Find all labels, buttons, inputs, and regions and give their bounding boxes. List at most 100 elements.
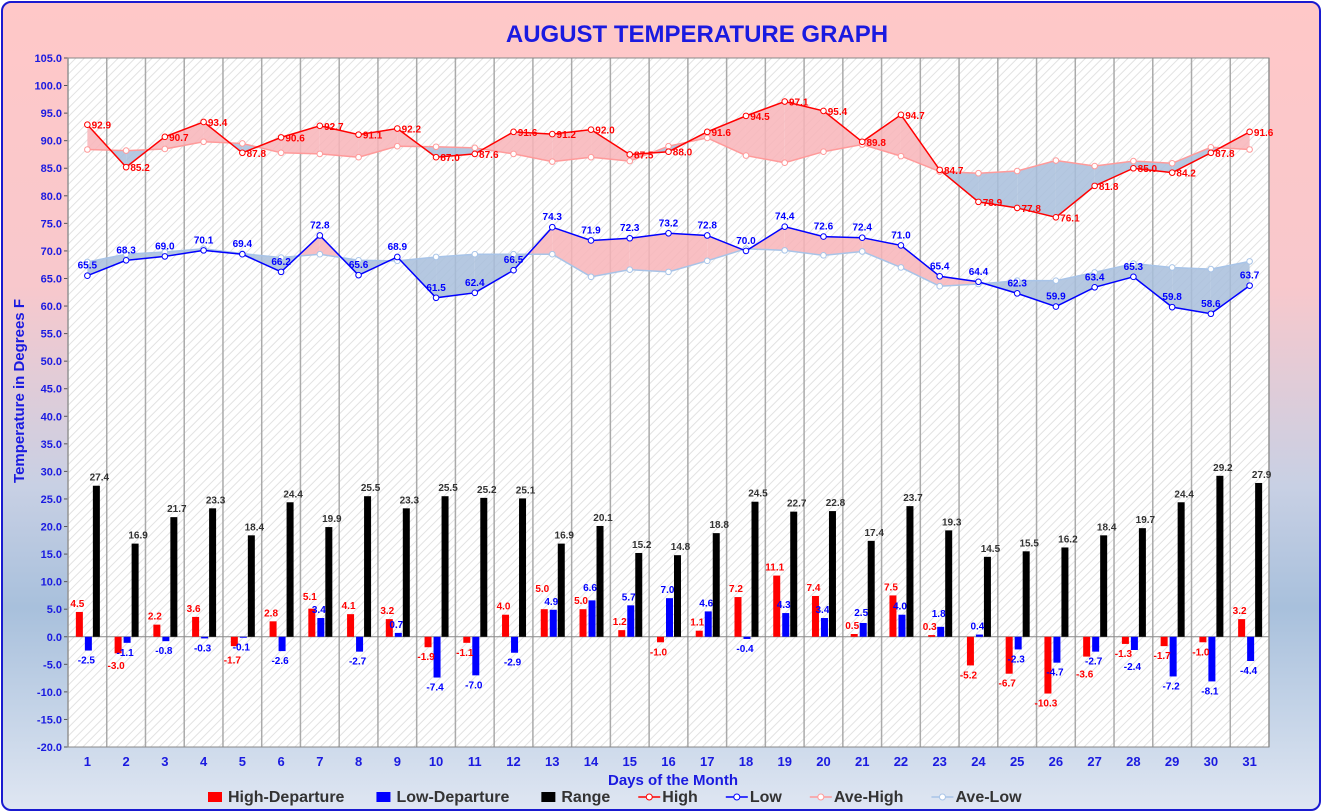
x-tick-label: 13	[545, 754, 559, 769]
point-ave-high	[1091, 162, 1098, 170]
x-tick-label: 7	[316, 754, 323, 769]
point-ave-low	[858, 248, 866, 255]
point-label: 62.4	[465, 278, 485, 289]
point-label: 76.1	[1060, 213, 1080, 224]
band-fill	[256, 137, 282, 153]
point-high	[665, 148, 672, 156]
x-tick-label: 14	[584, 754, 599, 769]
point-ave-low	[820, 252, 827, 259]
bar-range	[1255, 482, 1263, 637]
point-label: 91.6	[518, 128, 538, 139]
point-high	[781, 98, 789, 105]
bar-high-departure	[1044, 636, 1052, 694]
band-fill	[87, 254, 127, 276]
bar-range	[751, 501, 759, 637]
point-ave-high	[510, 150, 517, 158]
bar-label: -3.6	[1076, 670, 1094, 681]
legend-marker	[938, 793, 946, 801]
bar-label: -2.9	[504, 658, 522, 669]
x-tick-label: 21	[855, 754, 869, 769]
bar-low-departure	[937, 626, 945, 637]
point-label: 91.6	[712, 128, 732, 139]
bar-label: 2.8	[264, 608, 278, 619]
bar-range	[1061, 547, 1069, 637]
bar-range	[364, 496, 372, 637]
bar-low-departure	[511, 636, 519, 653]
x-tick-label: 19	[777, 754, 791, 769]
y-tick-label: 85.0	[41, 163, 62, 175]
band-fill	[436, 254, 475, 298]
band-fill	[900, 245, 940, 287]
bar-label: 5.7	[622, 592, 636, 603]
y-tick-label: 100.0	[34, 81, 62, 93]
point-label: 63.7	[1240, 271, 1260, 282]
bar-high-departure	[540, 609, 548, 637]
point-label: 64.4	[969, 267, 989, 278]
point-low	[239, 250, 246, 258]
point-ave-high	[626, 157, 634, 165]
point-high	[200, 118, 207, 126]
point-high	[432, 153, 440, 161]
x-axis-label: Days of the Month	[608, 772, 738, 789]
bar-label: 22.7	[787, 499, 807, 510]
point-label: 77.8	[1021, 204, 1041, 215]
point-ave-low	[665, 268, 672, 276]
bar-range	[170, 517, 178, 637]
band-fill	[707, 115, 746, 156]
bar-range	[1216, 475, 1224, 637]
point-ave-high	[355, 153, 362, 161]
bar-range	[1177, 502, 1185, 637]
band-fill	[823, 236, 863, 256]
x-tick-label: 1	[84, 754, 91, 769]
point-ave-low	[1013, 277, 1021, 284]
point-ave-low	[1130, 260, 1137, 267]
bar-range	[790, 511, 798, 637]
y-tick-label: -5.0	[43, 659, 62, 671]
point-high	[703, 128, 711, 136]
point-ave-high	[1013, 167, 1021, 175]
bar-low-departure	[123, 636, 131, 643]
band-fill	[784, 226, 824, 256]
bar-low-departure	[549, 609, 557, 637]
point-high	[897, 111, 905, 119]
bar-label: -7.0	[465, 680, 483, 691]
bar-low-departure	[975, 634, 983, 637]
band-fill	[668, 233, 708, 272]
point-high	[84, 121, 91, 128]
point-label: 87.6	[479, 150, 499, 161]
bar-high-departure	[1121, 636, 1129, 644]
legend-label: High-Departure	[228, 789, 345, 806]
bar-range	[441, 496, 449, 637]
bar-high-departure	[1238, 619, 1246, 637]
bar-label: 7.4	[807, 583, 821, 594]
bar-range	[402, 508, 410, 637]
legend-swatch	[541, 792, 556, 802]
point-label: 87.0	[440, 153, 460, 164]
bar-low-departure	[1053, 636, 1061, 663]
x-tick-label: 10	[429, 754, 443, 769]
point-low	[84, 272, 91, 280]
bar-label: 16.2	[1058, 534, 1078, 545]
bar-range	[557, 543, 565, 637]
bar-label: 24.4	[1174, 489, 1194, 500]
bar-label: 11.1	[765, 563, 784, 574]
bar-label: -8.1	[1201, 686, 1219, 697]
x-tick-label: 2	[122, 754, 129, 769]
bar-label: -3.0	[107, 661, 125, 672]
bar-label: -2.7	[349, 657, 367, 668]
bar-low-departure	[239, 636, 247, 638]
bar-label: 22.8	[826, 498, 846, 509]
bar-label: 3.2	[1233, 606, 1247, 617]
point-ave-high	[1052, 157, 1060, 164]
point-label: 61.5	[426, 283, 446, 294]
bar-high-departure	[269, 621, 277, 637]
point-label: 74.3	[543, 212, 563, 223]
bar-range	[131, 543, 139, 637]
x-tick-label: 8	[355, 754, 362, 769]
band-fill	[1172, 147, 1211, 173]
band-fill	[1172, 267, 1211, 314]
point-high	[1246, 128, 1253, 136]
bar-range	[712, 533, 720, 637]
point-ave-high	[1207, 143, 1215, 151]
x-tick-label: 12	[506, 754, 520, 769]
